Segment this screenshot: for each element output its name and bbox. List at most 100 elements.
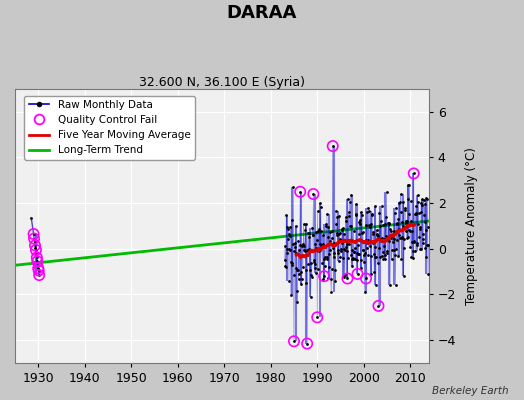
Point <box>281 263 290 269</box>
Point <box>358 247 367 253</box>
Point <box>288 260 296 266</box>
Point <box>383 248 391 254</box>
Point <box>390 247 399 253</box>
Point <box>315 226 323 232</box>
Point <box>326 246 334 253</box>
Point <box>363 209 372 215</box>
Point <box>386 232 394 239</box>
Point <box>348 247 357 254</box>
Point <box>398 219 407 225</box>
Point <box>342 244 351 250</box>
Point <box>383 250 391 256</box>
Point <box>418 196 426 203</box>
Point <box>393 220 401 227</box>
Point <box>335 213 344 220</box>
Point <box>350 249 358 255</box>
Point <box>342 214 350 220</box>
Point <box>411 211 419 217</box>
Point <box>319 232 327 238</box>
Point <box>398 234 406 240</box>
Point <box>332 232 341 238</box>
Point <box>32 247 40 253</box>
Point <box>343 247 351 254</box>
Point <box>285 278 293 284</box>
Point <box>420 219 429 226</box>
Point <box>290 338 298 344</box>
Point <box>396 235 405 241</box>
Point <box>336 254 344 260</box>
Point <box>283 236 292 242</box>
Point <box>361 250 369 256</box>
Text: Berkeley Earth: Berkeley Earth <box>432 386 508 396</box>
Point <box>384 220 392 226</box>
Point <box>301 248 309 255</box>
Point <box>286 224 294 230</box>
Point <box>316 200 324 206</box>
Point <box>365 239 374 245</box>
Point <box>301 220 310 227</box>
Point <box>34 265 42 272</box>
Point <box>409 248 418 254</box>
Point <box>370 268 378 275</box>
Point <box>304 248 312 254</box>
Point <box>375 254 384 260</box>
Point <box>288 262 297 268</box>
Point <box>380 242 388 249</box>
Point <box>35 267 43 274</box>
Point <box>413 192 422 198</box>
Point <box>290 338 298 344</box>
Point <box>355 219 363 225</box>
Point <box>369 228 378 235</box>
Point <box>375 210 384 217</box>
Point <box>331 278 340 285</box>
Point <box>338 227 346 233</box>
Point <box>414 210 423 216</box>
Point <box>302 267 310 273</box>
Point <box>407 198 415 204</box>
Point <box>352 212 360 218</box>
Point <box>341 271 349 278</box>
Point <box>359 229 367 235</box>
Point <box>316 203 325 210</box>
Point <box>389 239 397 245</box>
Point <box>353 271 362 277</box>
Point <box>309 232 317 238</box>
Point <box>29 231 38 237</box>
Point <box>350 249 358 255</box>
Point <box>356 221 364 228</box>
Point <box>420 196 428 203</box>
Point <box>412 240 421 246</box>
Point <box>329 240 337 246</box>
Point <box>283 250 291 256</box>
Point <box>388 232 397 239</box>
Point <box>33 258 41 264</box>
Point <box>418 202 427 209</box>
Point <box>406 228 414 234</box>
Point <box>391 282 400 288</box>
Point <box>33 258 41 264</box>
Point <box>303 340 311 347</box>
Point <box>308 224 316 231</box>
Point <box>29 231 38 237</box>
Point <box>320 263 329 269</box>
Point <box>359 259 368 266</box>
Point <box>335 258 343 264</box>
Point <box>340 246 348 252</box>
Point <box>415 234 423 240</box>
Point <box>395 199 403 206</box>
Point <box>337 240 346 247</box>
Point <box>384 238 392 244</box>
Point <box>377 202 386 209</box>
Point <box>319 276 328 282</box>
Point <box>353 250 362 256</box>
Point <box>401 204 409 211</box>
Point <box>408 239 417 246</box>
Point <box>296 242 304 249</box>
Point <box>323 234 332 240</box>
Point <box>319 241 327 247</box>
Point <box>380 256 389 263</box>
Point <box>399 199 408 206</box>
Point <box>292 222 300 229</box>
Point <box>363 244 371 251</box>
Point <box>312 269 320 276</box>
